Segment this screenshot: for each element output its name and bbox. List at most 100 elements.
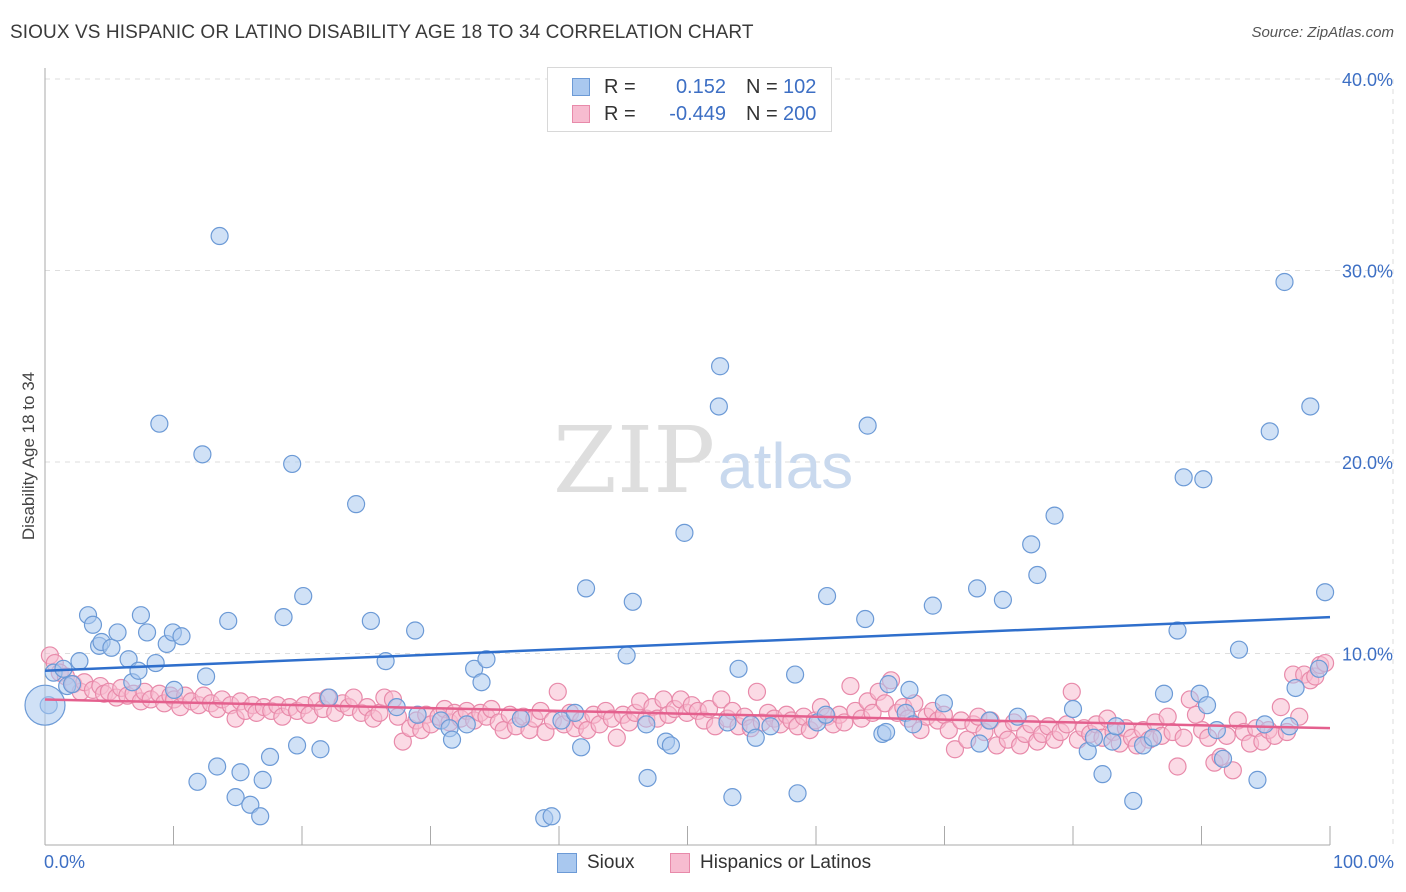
sioux-point: [565, 703, 585, 722]
sioux-point: [311, 740, 330, 759]
sioux-point: [253, 770, 272, 789]
hispanic-point: [607, 728, 626, 747]
watermark-zip: ZIP: [553, 407, 715, 514]
y-axis-label: Disability Age 18 to 34: [19, 372, 38, 540]
sioux-point: [876, 722, 896, 742]
sioux-point: [542, 807, 561, 826]
sioux-point: [993, 590, 1013, 609]
sioux-point: [477, 650, 496, 669]
chart-title: SIOUX VS HISPANIC OR LATINO DISABILITY A…: [10, 22, 754, 43]
sioux-point: [1301, 397, 1320, 416]
sioux-point: [1008, 707, 1027, 726]
sioux-point: [617, 646, 636, 665]
sioux-point: [710, 357, 730, 376]
sioux-point: [165, 680, 184, 699]
sioux-point: [858, 416, 877, 435]
sioux-trend-line: [44, 615, 1331, 672]
sioux-point: [219, 611, 238, 631]
sioux-point: [131, 606, 151, 625]
sioux-point: [319, 688, 339, 707]
sioux-point: [208, 757, 227, 776]
trend-lines: [44, 615, 1331, 730]
hispanic-point: [1223, 761, 1242, 780]
sioux-point: [623, 592, 642, 611]
sioux-point: [1213, 749, 1233, 768]
sioux-point: [1194, 470, 1213, 489]
sioux-point: [1286, 678, 1305, 698]
sioux-point: [638, 768, 657, 788]
hispanic-point: [747, 682, 767, 701]
y-tick-labels: 10.0% 20.0% 30.0% 40.0%: [1342, 70, 1393, 665]
hispanic-point: [712, 690, 731, 709]
sioux-point: [1045, 506, 1064, 525]
hispanic-point: [1158, 707, 1177, 726]
sioux-point: [1260, 422, 1279, 441]
legend-row-hispanic: R = -0.449 N = 200: [572, 103, 816, 125]
sioux-point: [129, 661, 148, 680]
legend-r-label: R =: [604, 102, 636, 125]
sioux-point: [210, 226, 229, 246]
sioux-point: [193, 445, 212, 464]
sioux-point: [746, 728, 765, 747]
sioux-point: [361, 611, 380, 631]
sioux-point: [788, 784, 807, 803]
sioux-point: [879, 675, 898, 694]
sioux-point: [1248, 770, 1267, 789]
sioux-point: [260, 747, 280, 767]
sioux-point: [856, 609, 875, 629]
sioux-point: [1168, 621, 1187, 640]
sioux-point: [967, 579, 987, 598]
legend-r-label: R =: [604, 75, 636, 98]
watermark: ZIP atlas: [553, 407, 853, 514]
sioux-point: [576, 579, 596, 598]
sioux-point: [457, 715, 476, 734]
legend-r-value: -0.449: [669, 102, 726, 125]
legend-n-label: N =: [746, 75, 778, 98]
sioux-point: [294, 586, 313, 606]
sioux-point: [761, 717, 780, 736]
hispanic-point: [548, 682, 567, 701]
bottom-legend-sioux: Sioux: [557, 852, 635, 874]
sioux-point: [241, 795, 260, 814]
sioux-swatch: [572, 78, 590, 96]
sioux-point: [718, 713, 737, 732]
sioux-point-large: [24, 684, 66, 726]
sioux-point: [1154, 684, 1174, 703]
y-tick-label: 10.0%: [1342, 645, 1393, 665]
sioux-point: [970, 734, 989, 753]
sioux-point: [816, 705, 835, 724]
sioux-point: [137, 623, 157, 642]
sioux-point: [83, 615, 103, 634]
bottom-legend-hispanic: Hispanics or Latinos: [670, 852, 871, 874]
legend-n-value: 102: [783, 75, 817, 98]
x-axis-min-label: 0.0%: [44, 852, 86, 872]
sioux-point: [511, 709, 530, 728]
sioux-point: [709, 397, 728, 416]
sioux-point: [1093, 765, 1112, 784]
sioux-point: [1063, 699, 1083, 719]
hispanic-point: [1057, 715, 1076, 734]
hispanic-legend-swatch: [670, 853, 690, 873]
x-axis-max-label: 100.0%: [1332, 852, 1394, 872]
sioux-point: [572, 738, 591, 757]
hispanic-point: [841, 676, 860, 696]
sioux-point: [675, 523, 694, 542]
sioux-point: [108, 623, 127, 642]
y-tick-label: 20.0%: [1342, 453, 1393, 473]
hispanic-point: [1062, 682, 1081, 701]
hispanic-point: [1168, 757, 1187, 776]
legend-n-value: 200: [783, 102, 817, 125]
hispanic-swatch: [572, 105, 590, 123]
legend-row-sioux: R = 0.152 N = 102: [572, 76, 816, 98]
sioux-point: [251, 807, 270, 826]
sioux-point: [637, 715, 656, 734]
hispanic-trend-line: [44, 698, 1331, 730]
sioux-point: [785, 665, 805, 684]
sioux-legend-label: Sioux: [587, 852, 635, 873]
sioux-point: [923, 596, 942, 615]
sioux-point: [62, 675, 82, 694]
sioux-point: [900, 680, 919, 699]
sioux-point: [1022, 535, 1041, 554]
sioux-point: [150, 414, 169, 433]
hispanic-point: [939, 720, 958, 740]
